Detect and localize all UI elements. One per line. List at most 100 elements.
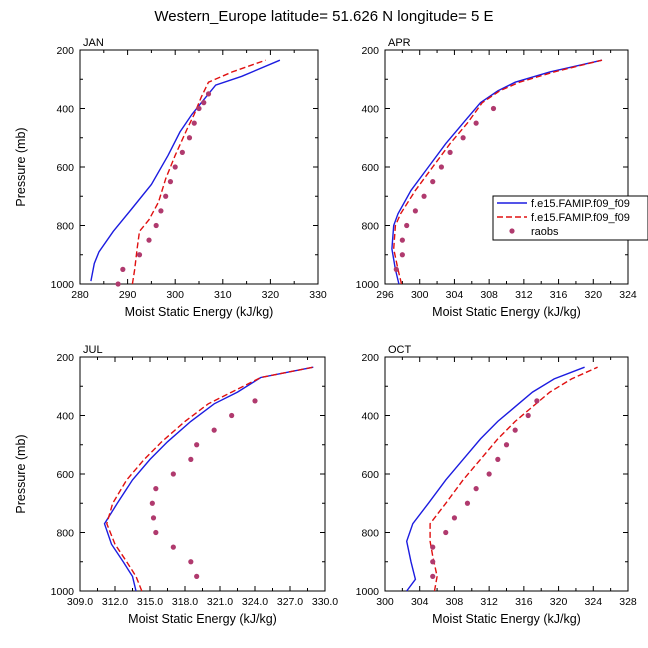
- x-tick-label: 318.0: [172, 596, 198, 608]
- raobs-point: [503, 442, 510, 448]
- series-line-solid: [90, 59, 281, 282]
- raobs-point: [170, 471, 176, 477]
- raobs-point: [443, 529, 449, 536]
- plot-frame: [384, 49, 629, 285]
- x-tick-label: 330.0: [312, 596, 338, 608]
- series-line-solid: [391, 59, 603, 285]
- raobs-point: [211, 427, 217, 433]
- y-tick-label: 800: [361, 221, 379, 233]
- series-line-dashed: [106, 366, 314, 592]
- raobs-point: [393, 266, 399, 272]
- raobs-point: [399, 252, 405, 258]
- raobs-point: [252, 398, 258, 404]
- y-tick-label: 800: [56, 528, 74, 540]
- x-axis-label: Moist Static Energy (kJ/kg): [432, 305, 581, 319]
- raobs-point: [188, 559, 194, 565]
- figure-title: Western_Europe latitude= 51.626 N longit…: [154, 8, 493, 25]
- raobs-point: [438, 164, 445, 170]
- x-tick-label: 320: [262, 289, 280, 301]
- y-tick-label: 200: [56, 352, 74, 364]
- raobs-point: [512, 427, 518, 433]
- raobs-point: [205, 91, 212, 97]
- legend-label: f.e15.FAMIP.f09_f09: [531, 212, 630, 224]
- raobs-point: [229, 412, 235, 419]
- raobs-point: [153, 486, 159, 492]
- raobs-point: [136, 252, 143, 258]
- x-tick-label: 324: [585, 596, 603, 608]
- raobs-point: [473, 486, 479, 492]
- y-tick-label: 400: [56, 411, 74, 423]
- raobs-point: [158, 208, 164, 214]
- y-tick-label: 600: [56, 162, 74, 174]
- x-tick-label: 280: [71, 289, 89, 301]
- raobs-point: [179, 149, 185, 155]
- y-tick-label: 1000: [51, 586, 75, 598]
- plot-frame: [79, 49, 319, 285]
- y-tick-label: 400: [361, 104, 379, 116]
- x-axis-label: Moist Static Energy (kJ/kg): [128, 612, 277, 626]
- raobs-point: [201, 100, 207, 106]
- raobs-point: [464, 500, 471, 506]
- panel-label: JAN: [83, 37, 104, 49]
- x-tick-label: 300: [166, 289, 184, 301]
- raobs-point: [186, 135, 193, 141]
- x-tick-label: 328: [619, 596, 637, 608]
- raobs-point: [490, 105, 497, 112]
- series-line-dashed: [131, 59, 266, 285]
- raobs-point: [486, 471, 492, 477]
- raobs-point: [421, 193, 427, 199]
- panel-label: OCT: [388, 344, 412, 356]
- x-tick-label: 296: [376, 289, 394, 301]
- series-line-dashed: [392, 59, 603, 285]
- x-tick-label: 312.0: [102, 596, 128, 608]
- raobs-point: [460, 135, 466, 141]
- panel-jul: JUL 309.0 312.0 315.0 318.0 321.0 324.0 327.0 33…: [14, 344, 338, 626]
- raobs-point: [146, 237, 152, 243]
- raobs-point: [153, 529, 159, 536]
- x-tick-label: 300: [411, 289, 429, 301]
- raobs-point: [170, 544, 176, 550]
- y-tick-label: 1000: [51, 279, 75, 291]
- x-tick-label: 304: [411, 596, 429, 608]
- series-line-dashed: [429, 366, 598, 592]
- raobs-point: [495, 456, 501, 462]
- panel-label: JUL: [83, 344, 103, 356]
- y-tick-label: 200: [361, 45, 379, 57]
- x-axis-label: Moist Static Energy (kJ/kg): [432, 612, 581, 626]
- x-tick-label: 308: [480, 289, 498, 301]
- x-tick-label: 304: [446, 289, 464, 301]
- raobs-point: [430, 559, 436, 565]
- panel-oct: OCT 300 304 308 312 316 320 324 328 200 400 600 800 1…: [356, 344, 637, 626]
- legend: f.e15.FAMIP.f09_f09 f.e15.FAMIP.f09_f09ra…: [492, 195, 648, 241]
- x-tick-label: 316: [550, 289, 568, 301]
- y-tick-label: 600: [361, 469, 379, 481]
- legend-label: f.e15.FAMIP.f09_f09: [531, 198, 630, 210]
- raobs-point: [172, 164, 178, 170]
- y-tick-label: 1000: [356, 586, 380, 598]
- raobs-point: [430, 573, 436, 579]
- raobs-point: [447, 149, 453, 155]
- x-tick-label: 321.0: [207, 596, 233, 608]
- raobs-point: [412, 208, 418, 214]
- x-tick-label: 324: [619, 289, 637, 301]
- raobs-point: [191, 120, 197, 126]
- y-tick-label: 200: [56, 45, 74, 57]
- panels: JAN 280 290 300 310 320 330 200 400 600 800 1000 Moi…: [14, 37, 637, 626]
- y-tick-label: 400: [56, 104, 74, 116]
- x-tick-label: 312: [515, 289, 533, 301]
- raobs-point: [163, 193, 169, 199]
- raobs-point: [150, 515, 157, 521]
- y-tick-label: 800: [56, 221, 74, 233]
- y-axis-label: Pressure (mb): [14, 434, 28, 513]
- x-tick-label: 320: [550, 596, 568, 608]
- x-tick-label: 308: [446, 596, 464, 608]
- raobs-point: [451, 515, 458, 521]
- y-axis-label: Pressure (mb): [14, 127, 28, 206]
- raobs-point: [399, 237, 405, 243]
- plot-frame: [79, 356, 326, 592]
- x-tick-label: 309.0: [67, 596, 93, 608]
- x-tick-label: 330: [309, 289, 327, 301]
- x-tick-label: 315.0: [137, 596, 163, 608]
- plot-frame: [384, 356, 629, 592]
